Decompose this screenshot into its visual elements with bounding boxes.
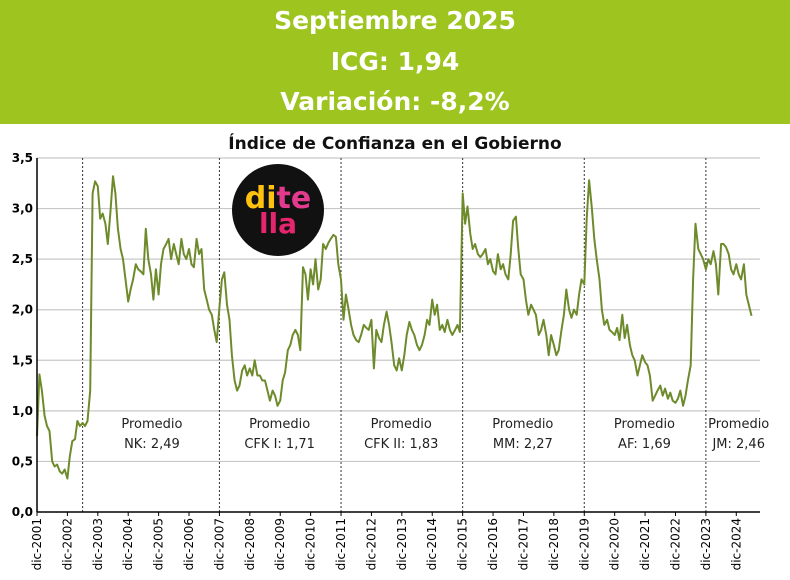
ditella-logo: dite lla	[232, 164, 324, 256]
logo-text-line1: dite	[245, 181, 311, 216]
x-tick-label: dic-2024	[729, 518, 743, 570]
period-average-heading: Promedio	[121, 417, 182, 432]
y-axis-ticks: 0,0 0,5 1,0 1,5 2,0 2,5 3,0 3,5	[12, 151, 33, 519]
x-axis-ticks: dic-2001 dic-2002 dic-2003 dic-2004 dic-2005…	[30, 512, 743, 570]
period-average-value: AF: 1,69	[618, 437, 671, 452]
x-tick-label: dic-2020	[608, 518, 622, 570]
x-tick-label: dic-2017	[516, 518, 530, 570]
y-tick-label: 2,5	[12, 252, 33, 266]
x-tick-label: dic-2001	[30, 518, 44, 570]
period-average-value: CFK II: 1,83	[364, 437, 438, 452]
y-tick-label: 0,5	[12, 454, 33, 468]
period-average-value: NK: 2,49	[124, 437, 180, 452]
x-tick-label: dic-2006	[182, 518, 196, 570]
period-dividers	[82, 158, 707, 512]
x-tick-label: dic-2011	[334, 518, 348, 570]
x-tick-label: dic-2018	[547, 518, 561, 570]
y-tick-label: 0,0	[12, 505, 33, 519]
period-average-heading: Promedio	[249, 417, 310, 432]
y-tick-label: 3,0	[12, 202, 33, 216]
period-average-heading: Promedio	[614, 417, 675, 432]
chart-title: Índice de Confianza en el Gobierno	[228, 132, 561, 154]
period-average-heading: Promedio	[371, 417, 432, 432]
x-tick-label: dic-2002	[60, 518, 74, 570]
x-tick-label: dic-2019	[577, 518, 591, 570]
x-tick-label: dic-2013	[395, 518, 409, 570]
banner-period: Septiembre 2025	[274, 6, 516, 35]
x-tick-label: dic-2010	[304, 518, 318, 570]
x-tick-label: dic-2009	[273, 518, 287, 570]
x-tick-label: dic-2023	[699, 518, 713, 570]
period-averages: Promedio NK: 2,49 Promedio CFK I: 1,71 Prome…	[121, 417, 769, 452]
x-tick-label: dic-2008	[243, 518, 257, 570]
y-tick-label: 1,0	[12, 404, 33, 418]
x-tick-label: dic-2015	[456, 518, 470, 570]
x-tick-label: dic-2005	[152, 518, 166, 570]
logo-disc	[232, 164, 324, 256]
period-average-heading: Promedio	[492, 417, 553, 432]
period-average-value: JM: 2,46	[711, 437, 765, 452]
x-tick-label: dic-2022	[668, 518, 682, 570]
x-tick-label: dic-2016	[486, 518, 500, 570]
x-tick-label: dic-2012	[364, 518, 378, 570]
y-tick-label: 3,5	[12, 151, 33, 165]
period-average-heading: Promedio	[708, 417, 769, 432]
x-tick-label: dic-2004	[121, 518, 135, 570]
icg-line-chart: Índice de Confianza en el Gobierno 0,00,…	[12, 132, 770, 570]
period-average-value: MM: 2,27	[493, 437, 553, 452]
x-tick-label: dic-2014	[425, 518, 439, 570]
y-tick-label: 2,0	[12, 303, 33, 317]
banner-icg-value: ICG: 1,94	[330, 47, 460, 76]
x-tick-label: dic-2007	[212, 518, 226, 570]
banner-variation: Variación: -8,2%	[280, 87, 510, 116]
y-tick-label: 1,5	[12, 353, 33, 367]
chart-grid	[37, 157, 760, 463]
series-line-icg	[36, 175, 753, 480]
period-average-value: CFK I: 1,71	[244, 437, 315, 452]
x-tick-label: dic-2021	[638, 518, 652, 570]
logo-text-line2: lla	[259, 207, 297, 240]
x-tick-label: dic-2003	[91, 518, 105, 570]
header-banner: Septiembre 2025 ICG: 1,94 Variación: -8,…	[0, 0, 790, 124]
